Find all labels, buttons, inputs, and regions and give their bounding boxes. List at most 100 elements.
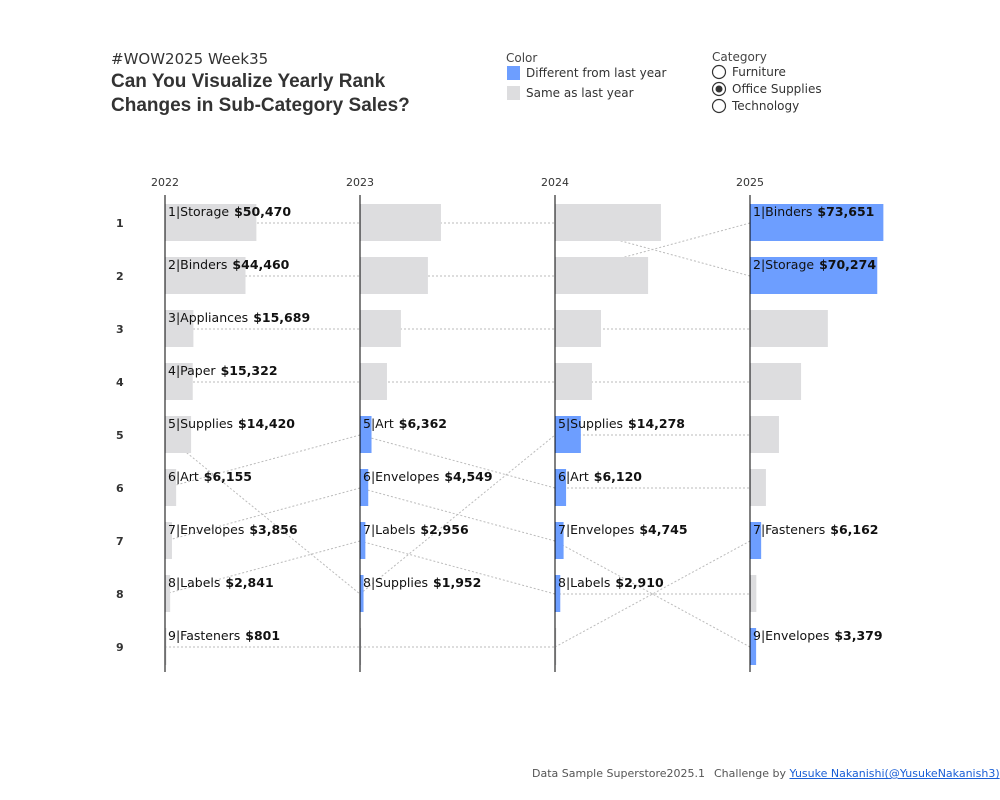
bar-label: 4|Paper $15,322 <box>168 363 278 378</box>
rank-change-line <box>164 540 361 595</box>
bar <box>555 628 557 665</box>
bar <box>750 522 762 559</box>
rank-label: 1 <box>116 217 124 230</box>
bar-label-value: $44,460 <box>232 257 289 272</box>
radio[interactable] <box>711 64 727 80</box>
rank-label: 6 <box>116 482 124 495</box>
author-link[interactable]: Yusuke Nakanishi(@YusukeNakanish3) <box>789 767 1000 780</box>
filter-option[interactable]: Furniture <box>732 65 786 79</box>
filter-title: Category <box>712 50 767 64</box>
rank-label: 3 <box>116 323 124 336</box>
bar-label-value: $70,274 <box>819 257 876 272</box>
bar-label-value: $4,549 <box>444 469 492 484</box>
bar-label-name: 2|Storage <box>753 257 814 272</box>
bar <box>750 257 878 294</box>
bar-label-name: 8|Labels <box>168 575 220 590</box>
bar <box>165 257 246 294</box>
rank-change-line <box>359 434 556 489</box>
bar-label-name: 6|Art <box>558 469 589 484</box>
credit: Challenge by <box>714 767 786 780</box>
legend-label: Different from last year <box>526 66 666 80</box>
bar <box>750 628 757 665</box>
legend-label: Same as last year <box>526 86 634 100</box>
bar-label-value: $6,362 <box>399 416 447 431</box>
bar-label: 7|Labels $2,956 <box>363 522 469 537</box>
bar-label-value: $73,651 <box>817 204 874 219</box>
bar <box>555 416 581 453</box>
bar-label-value: $2,910 <box>615 575 664 590</box>
filter-option[interactable]: Technology <box>731 99 799 113</box>
bar <box>165 204 257 241</box>
bar-label: 9|Envelopes $3,379 <box>753 628 883 643</box>
radio-dot <box>715 85 723 93</box>
bar-label: 7|Envelopes $4,745 <box>558 522 688 537</box>
bar <box>165 469 177 506</box>
bar-label: 3|Appliances $15,689 <box>168 310 310 325</box>
bar-label-value: $2,841 <box>225 575 273 590</box>
bar <box>165 575 171 612</box>
bar-label: 5|Supplies $14,420 <box>168 416 295 431</box>
bar <box>360 469 369 506</box>
bar-label-value: $14,278 <box>628 416 685 431</box>
bar-label-name: 3|Appliances <box>168 310 248 325</box>
filter-option[interactable]: Office Supplies <box>732 82 822 96</box>
bar-label-value: $6,162 <box>830 522 878 537</box>
bar-label: 8|Labels $2,910 <box>558 575 664 590</box>
rank-label: 8 <box>116 588 124 601</box>
bar-label: 6|Art $6,155 <box>168 469 252 484</box>
year-label: 2023 <box>346 176 374 189</box>
bar-label: 5|Art $6,362 <box>363 416 447 431</box>
bar-label-name: 7|Envelopes <box>168 522 244 537</box>
bar <box>360 522 366 559</box>
rank-change-line <box>164 434 361 595</box>
bar-label: 5|Supplies $14,278 <box>558 416 685 431</box>
bar <box>555 257 649 294</box>
bar <box>555 469 567 506</box>
year-label: 2024 <box>541 176 569 189</box>
bar <box>555 310 601 347</box>
legend-title: Color <box>506 51 537 65</box>
bar-label-name: 9|Envelopes <box>753 628 829 643</box>
bar-label-name: 8|Labels <box>558 575 610 590</box>
bar-label-name: 7|Envelopes <box>558 522 634 537</box>
bar-label-name: 7|Labels <box>363 522 415 537</box>
bar-label-value: $2,956 <box>420 522 469 537</box>
bar <box>750 204 884 241</box>
legend-swatch <box>507 86 520 100</box>
bar-label-name: 5|Art <box>363 416 394 431</box>
footer-credit: Challenge by Yusuke Nakanishi(@YusukeNak… <box>714 767 1000 780</box>
bar-label: 2|Storage $70,274 <box>753 257 876 272</box>
bar <box>750 469 766 506</box>
year-label: 2025 <box>736 176 764 189</box>
bar <box>165 310 194 347</box>
bar-label-name: 8|Supplies <box>363 575 428 590</box>
bar-label-value: $3,856 <box>249 522 298 537</box>
bar <box>165 628 167 665</box>
rank-change-line <box>164 434 361 489</box>
rank-label: 5 <box>116 429 124 442</box>
bar-label-name: 1|Binders <box>753 204 812 219</box>
bar-label: 1|Binders $73,651 <box>753 204 874 219</box>
bar-label-value: $6,120 <box>594 469 643 484</box>
bar <box>555 522 564 559</box>
bar <box>750 310 828 347</box>
rank-change-line <box>554 540 751 648</box>
bar <box>555 204 661 241</box>
radio[interactable] <box>711 98 727 114</box>
bar-label-value: $50,470 <box>234 204 291 219</box>
bar <box>750 575 757 612</box>
bar <box>360 363 387 400</box>
bar <box>555 575 561 612</box>
bar-label-value: $3,379 <box>834 628 882 643</box>
bar-label-value: $15,322 <box>221 363 278 378</box>
tag: #WOW2025 Week35 <box>111 50 269 68</box>
bar-label: 1|Storage $50,470 <box>168 204 291 219</box>
rank-label: 7 <box>116 535 124 548</box>
bar-label-value: $4,745 <box>639 522 687 537</box>
rank-label: 9 <box>116 641 124 654</box>
bar-label-name: 6|Envelopes <box>363 469 439 484</box>
bar-label-value: $801 <box>245 628 280 643</box>
bar <box>165 522 172 559</box>
